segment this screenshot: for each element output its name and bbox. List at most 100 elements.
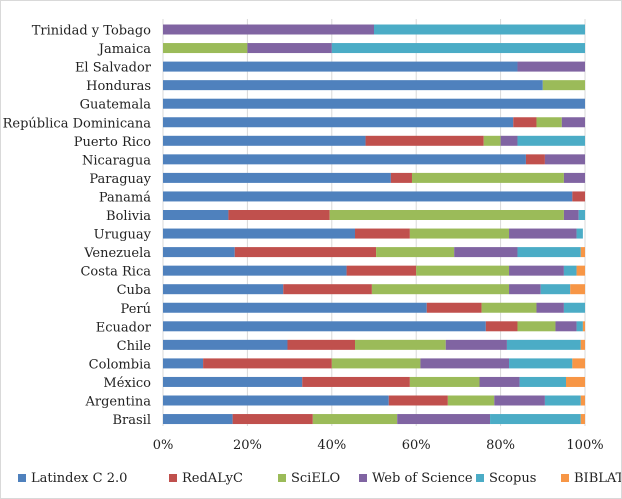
x-tick-label: 80% (486, 438, 515, 453)
bar-segment (509, 358, 573, 369)
bar-segment (481, 302, 537, 313)
legend-swatch (278, 474, 286, 482)
bar-segment (509, 265, 564, 276)
bar-segment (517, 61, 585, 72)
legend-swatch (18, 474, 26, 482)
bar-segment (411, 172, 564, 183)
bar-segment (563, 210, 579, 220)
legend-entry: SciELO (291, 471, 340, 486)
bar-segment (555, 321, 577, 332)
bar-segment (485, 321, 518, 332)
bar-segment (163, 80, 543, 91)
bar-segment (445, 339, 507, 350)
bar-segment (163, 376, 303, 387)
bar-segment (420, 358, 510, 369)
bar-segment (483, 135, 501, 146)
bar-segment (540, 284, 571, 295)
category-label: República Dominicana (3, 116, 152, 131)
bar-segment (517, 135, 585, 146)
category-label: Panamá (99, 190, 151, 205)
category-label: Venezuela (83, 246, 151, 261)
bar-segment (374, 24, 585, 35)
category-label: Puerto Rico (74, 135, 151, 150)
bar-segment (163, 414, 233, 425)
category-label: Jamaica (97, 42, 151, 57)
bar-segment (544, 154, 585, 165)
category-label: Honduras (86, 79, 151, 94)
bar-segment (454, 247, 518, 258)
bar-segment (426, 302, 482, 313)
bar-segment (572, 358, 585, 369)
bar-segment (302, 376, 410, 387)
bar-segment (163, 43, 248, 54)
bar-segment (376, 247, 455, 258)
bar-segment (163, 395, 389, 406)
bar-segment (163, 191, 573, 202)
bar-segment (580, 395, 585, 406)
legend-entry: RedALyC (182, 471, 243, 486)
x-tick-label: 40% (317, 438, 346, 453)
bar-segment (580, 414, 585, 425)
category-label: Cuba (117, 283, 152, 298)
bar-segment (563, 172, 585, 183)
bar-segment (397, 414, 491, 425)
bar-segment (203, 358, 332, 369)
category-label: Nicaragua (82, 153, 151, 168)
legend-swatch (476, 474, 484, 482)
bar-segment (163, 284, 284, 295)
bar-segment (563, 302, 585, 313)
bar-segment (329, 210, 564, 220)
bar-segment (234, 247, 377, 258)
bar-segment (576, 228, 583, 239)
legend-entry: Latindex C 2.0 (31, 471, 127, 486)
bar-segment (576, 265, 585, 276)
bar-segment (346, 265, 417, 276)
bar-segment (163, 358, 204, 369)
bar-segment (494, 395, 545, 406)
bar-segment (287, 339, 356, 350)
bars (163, 24, 585, 425)
bar-segment (355, 228, 410, 239)
bar-segment (390, 172, 412, 183)
bar-segment (312, 414, 398, 425)
bar-segment (163, 321, 486, 332)
category-label: Bolivia (106, 209, 151, 224)
category-labels: Trinidad y Tobago Jamaica El Salvador Hondu… (3, 24, 152, 429)
category-label: Chile (117, 339, 152, 354)
legend-entry: Web of Science (372, 471, 473, 486)
category-label: Colombia (89, 357, 152, 372)
bar-segment (163, 172, 391, 183)
bar-segment (447, 395, 495, 406)
bar-segment (580, 247, 585, 258)
bar-segment (283, 284, 372, 295)
x-tick-label: 20% (233, 438, 262, 453)
legend-entry: BIBLAT (574, 471, 621, 486)
bar-segment (509, 284, 541, 295)
bar-segment (509, 228, 577, 239)
category-label: Costa Rica (80, 265, 151, 280)
bar-segment (163, 61, 518, 72)
bar-segment (519, 376, 567, 387)
bar-segment (490, 414, 581, 425)
x-tick-labels: 0% 20% 40% 60% 80% 100% (153, 438, 604, 453)
bar-segment (365, 135, 484, 146)
bar-segment (247, 43, 332, 54)
bar-segment (566, 376, 585, 387)
bar-segment (563, 265, 577, 276)
bar-segment (544, 395, 581, 406)
bar-segment (163, 265, 347, 276)
bar-segment (536, 117, 562, 128)
bar-segment (163, 339, 288, 350)
x-tick-label: 60% (402, 438, 431, 453)
bar-segment (163, 98, 585, 109)
legend-swatch (561, 474, 569, 482)
category-label: Trinidad y Tobago (32, 24, 151, 39)
bar-segment (513, 117, 537, 128)
bar-segment (371, 284, 510, 295)
category-label: Paraguay (89, 172, 151, 187)
category-label: Guatemala (80, 98, 152, 113)
bar-segment (388, 395, 448, 406)
legend: Latindex C 2.0 RedALyC SciELO Web of Scienc… (18, 471, 621, 486)
bar-segment (409, 376, 480, 387)
